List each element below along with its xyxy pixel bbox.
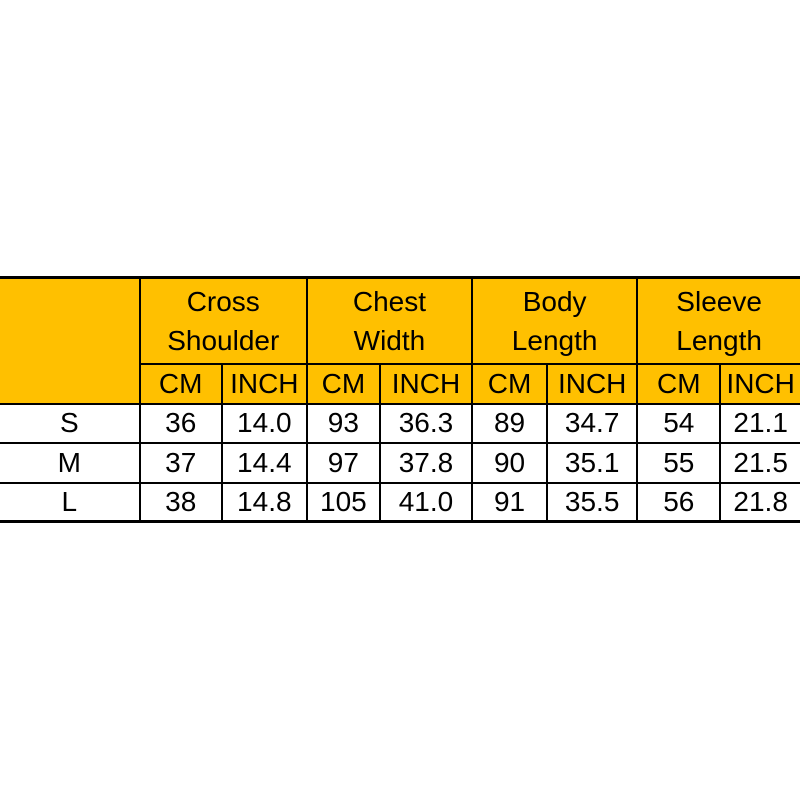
size-label: S — [0, 402, 141, 444]
group-header-line: Length — [676, 324, 762, 356]
unit-header-cm: CM — [471, 362, 549, 405]
table-cell: 93 — [305, 402, 381, 444]
table-cell: 14.4 — [220, 441, 308, 484]
size-chart-table: Cross Shoulder Chest Width Body Length S… — [0, 276, 800, 523]
unit-header-inch: INCH — [220, 362, 308, 405]
table-cell: 91 — [471, 481, 549, 523]
table-row-size-l: L 38 14.8 105 41.0 91 35.5 56 21.8 — [0, 481, 800, 523]
table-cell: 37.8 — [378, 441, 474, 484]
table-cell: 35.5 — [546, 481, 639, 523]
table-cell: 21.8 — [719, 481, 800, 523]
table-cell: 97 — [305, 441, 381, 484]
table-cell: 21.1 — [719, 402, 800, 444]
group-header-row: Cross Shoulder Chest Width Body Length S… — [0, 276, 800, 405]
table-cell: 14.8 — [220, 481, 308, 523]
table-cell: 21.5 — [719, 441, 800, 484]
size-label: M — [0, 441, 141, 484]
unit-header-row: CM INCH CM INCH CM INCH CM INCH — [0, 362, 800, 405]
group-header-sleeve-length: Sleeve Length — [636, 276, 800, 365]
table-cell: 38 — [138, 481, 223, 523]
corner-cell — [0, 276, 141, 405]
table-cell: 54 — [636, 402, 722, 444]
group-header-line: Width — [353, 324, 426, 356]
table-cell: 35.1 — [546, 441, 639, 484]
unit-header-inch: INCH — [719, 362, 800, 405]
table-cell: 36.3 — [378, 402, 474, 444]
unit-header-cm: CM — [636, 362, 722, 405]
table-cell: 41.0 — [378, 481, 474, 523]
unit-header-inch: INCH — [378, 362, 474, 405]
table-cell: 37 — [138, 441, 223, 484]
table-cell: 36 — [138, 402, 223, 444]
group-header-line: Sleeve — [676, 285, 762, 317]
table-row-size-m: M 37 14.4 97 37.8 90 35.1 55 21.5 — [0, 441, 800, 484]
table-cell: 55 — [636, 441, 722, 484]
table-cell: 89 — [471, 402, 549, 444]
table-cell: 14.0 — [220, 402, 308, 444]
group-header-line: Shoulder — [167, 324, 280, 356]
group-header-line: Body — [522, 285, 587, 317]
unit-header-inch: INCH — [546, 362, 639, 405]
group-header-body-length: Body Length — [471, 276, 639, 365]
table-cell: 105 — [305, 481, 381, 523]
table-cell: 56 — [636, 481, 722, 523]
size-chart: Cross Shoulder Chest Width Body Length S… — [0, 276, 800, 523]
group-header-line: Length — [511, 324, 598, 356]
table-cell: 90 — [471, 441, 549, 484]
group-header-chest-width: Chest Width — [305, 276, 474, 365]
group-header-cross-shoulder: Cross Shoulder — [138, 276, 308, 365]
size-label: L — [0, 481, 141, 523]
unit-header-cm: CM — [138, 362, 223, 405]
group-header-line: Cross — [186, 285, 260, 317]
table-cell: 34.7 — [546, 402, 639, 444]
table-row-size-s: S 36 14.0 93 36.3 89 34.7 54 21.1 — [0, 402, 800, 444]
group-header-line: Chest — [352, 285, 427, 317]
unit-header-cm: CM — [305, 362, 381, 405]
